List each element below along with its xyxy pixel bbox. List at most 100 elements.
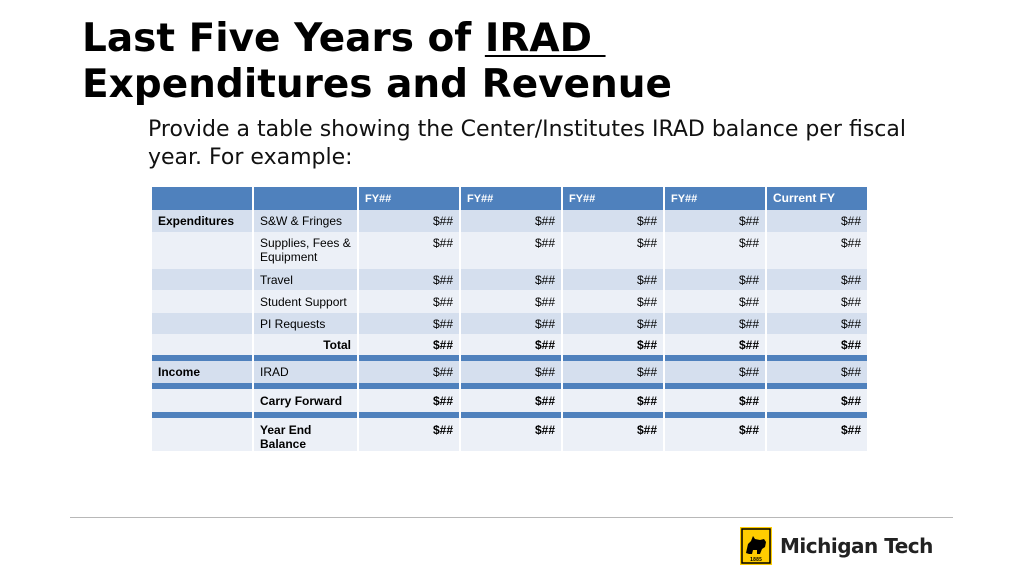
header-fy-3: FY## bbox=[563, 187, 663, 210]
table-separator bbox=[359, 355, 459, 361]
table-separator bbox=[152, 412, 252, 418]
table-cell: $## bbox=[563, 290, 663, 313]
row-label-supplies: Supplies, Fees & Equipment bbox=[254, 232, 357, 269]
row-label-sw-fringes: S&W & Fringes bbox=[254, 210, 357, 232]
row-group-empty bbox=[152, 389, 252, 412]
header-fy-1: FY## bbox=[359, 187, 459, 210]
table-cell: $## bbox=[359, 361, 459, 383]
table-cell: $## bbox=[767, 418, 867, 451]
table-cell: $## bbox=[767, 290, 867, 313]
row-group-empty bbox=[152, 334, 252, 355]
table-cell: $## bbox=[359, 418, 459, 451]
table-cell: $## bbox=[563, 418, 663, 451]
footer-divider bbox=[70, 517, 953, 518]
table-cell: $## bbox=[665, 232, 765, 269]
header-cell-label bbox=[254, 187, 357, 210]
table-cell: $## bbox=[665, 269, 765, 290]
table-cell: $## bbox=[461, 290, 561, 313]
table-cell: $## bbox=[359, 232, 459, 269]
header-current-fy: Current FY bbox=[767, 187, 867, 210]
table-cell: $## bbox=[563, 361, 663, 383]
table-cell: $## bbox=[461, 210, 561, 232]
table-cell: $## bbox=[461, 418, 561, 451]
table-separator bbox=[254, 383, 357, 389]
table-cell: $## bbox=[563, 389, 663, 412]
table-separator bbox=[359, 412, 459, 418]
table-cell: $## bbox=[563, 210, 663, 232]
header-cell-group bbox=[152, 187, 252, 210]
table-separator bbox=[767, 355, 867, 361]
table-separator bbox=[665, 355, 765, 361]
table-cell: $## bbox=[461, 232, 561, 269]
slide-subtitle: Provide a table showing the Center/Insti… bbox=[148, 117, 906, 170]
table-separator bbox=[152, 355, 252, 361]
header-fy-4: FY## bbox=[665, 187, 765, 210]
table-separator bbox=[152, 383, 252, 389]
table-cell: $## bbox=[767, 232, 867, 269]
table-cell: $## bbox=[461, 361, 561, 383]
row-label-total: Total bbox=[254, 334, 357, 355]
row-group-empty bbox=[152, 290, 252, 313]
table-cell: $## bbox=[359, 210, 459, 232]
row-label-carry-forward: Carry Forward bbox=[254, 389, 357, 412]
table-cell: $## bbox=[665, 210, 765, 232]
table-separator bbox=[563, 383, 663, 389]
table-separator bbox=[767, 412, 867, 418]
logo-year: 1885 bbox=[750, 557, 762, 563]
title-line1-prefix: Last Five Years of bbox=[82, 16, 485, 61]
row-label-year-end-balance: Year End Balance bbox=[254, 418, 357, 451]
title-line2: Expenditures and Revenue bbox=[82, 62, 673, 107]
table-cell: $## bbox=[461, 269, 561, 290]
table-cell: $## bbox=[767, 313, 867, 334]
row-group-empty bbox=[152, 418, 252, 451]
row-group-empty bbox=[152, 232, 252, 269]
logo-wordmark: Michigan Tech bbox=[780, 534, 933, 558]
table-separator bbox=[461, 355, 561, 361]
table-separator bbox=[563, 355, 663, 361]
row-label-irad: IRAD bbox=[254, 361, 357, 383]
table-separator bbox=[359, 383, 459, 389]
table-cell: $## bbox=[767, 334, 867, 355]
table-cell: $## bbox=[665, 334, 765, 355]
slide-title: Last Five Years of IRAD Expenditures and… bbox=[82, 16, 672, 108]
table-cell: $## bbox=[359, 389, 459, 412]
table-cell: $## bbox=[359, 269, 459, 290]
table-cell: $## bbox=[563, 334, 663, 355]
table-cell: $## bbox=[359, 334, 459, 355]
row-group-empty bbox=[152, 269, 252, 290]
table-separator bbox=[461, 412, 561, 418]
michigan-tech-logo: 1885 Michigan Tech bbox=[740, 527, 933, 565]
table-cell: $## bbox=[767, 269, 867, 290]
irad-table: FY## FY## FY## FY## Current FY Expenditu… bbox=[152, 187, 867, 451]
table-separator bbox=[254, 412, 357, 418]
table-cell: $## bbox=[665, 389, 765, 412]
badge-border bbox=[741, 528, 771, 564]
row-group-empty bbox=[152, 313, 252, 334]
header-fy-2: FY## bbox=[461, 187, 561, 210]
table-separator bbox=[563, 412, 663, 418]
table-cell: $## bbox=[665, 290, 765, 313]
table-separator bbox=[254, 355, 357, 361]
row-label-travel: Travel bbox=[254, 269, 357, 290]
table-cell: $## bbox=[359, 290, 459, 313]
table-cell: $## bbox=[563, 232, 663, 269]
table-separator bbox=[461, 383, 561, 389]
husky-silhouette bbox=[746, 536, 766, 554]
table-cell: $## bbox=[563, 313, 663, 334]
row-label-pi-requests: PI Requests bbox=[254, 313, 357, 334]
table-cell: $## bbox=[665, 313, 765, 334]
table-cell: $## bbox=[665, 418, 765, 451]
row-group-income: Income bbox=[152, 361, 252, 383]
title-irad-underlined: IRAD bbox=[484, 16, 606, 61]
table-cell: $## bbox=[461, 389, 561, 412]
table-cell: $## bbox=[767, 361, 867, 383]
table-cell: $## bbox=[359, 313, 459, 334]
table-cell: $## bbox=[563, 269, 663, 290]
husky-icon: 1885 bbox=[740, 527, 772, 565]
table-cell: $## bbox=[665, 361, 765, 383]
row-label-student-support: Student Support bbox=[254, 290, 357, 313]
row-group-expenditures: Expenditures bbox=[152, 210, 252, 232]
table-cell: $## bbox=[461, 334, 561, 355]
table-separator bbox=[665, 412, 765, 418]
table-cell: $## bbox=[767, 210, 867, 232]
